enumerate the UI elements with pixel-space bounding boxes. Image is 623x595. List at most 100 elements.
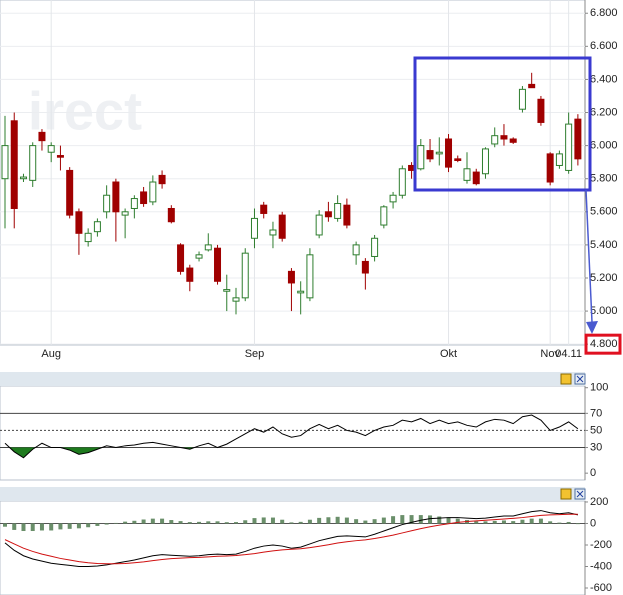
candle-body — [195, 254, 203, 259]
y-tick-label: -400 — [590, 560, 612, 572]
y-tick-label: 6.000 — [590, 140, 618, 152]
candle-body — [232, 297, 240, 302]
histogram-bar — [501, 520, 506, 524]
histogram-bar — [511, 521, 516, 524]
histogram-bar — [86, 523, 91, 528]
settings-icon[interactable] — [560, 488, 572, 500]
histogram-bar — [3, 523, 7, 527]
candle-body — [10, 120, 18, 209]
histogram-bar — [326, 517, 331, 524]
histogram-bar — [76, 523, 81, 529]
close-icon[interactable] — [574, 488, 586, 500]
histogram-bar — [289, 522, 294, 524]
candle-body — [93, 221, 101, 233]
histogram-bar — [123, 521, 128, 524]
candle-body — [186, 267, 194, 282]
candle-body — [518, 88, 526, 110]
histogram-bar — [575, 523, 580, 525]
watermark: irect — [28, 81, 142, 141]
histogram-bar — [354, 519, 359, 524]
y-tick-label: 100 — [590, 382, 608, 394]
histogram-bar — [187, 522, 192, 524]
histogram-bar — [178, 521, 183, 524]
candle-body — [140, 191, 148, 205]
histogram-bar — [67, 523, 72, 529]
candle-body — [287, 270, 295, 284]
x-tick-label: Nov — [540, 348, 560, 360]
y-tick-label: 50 — [590, 424, 602, 436]
x-tick-label: Sep — [245, 348, 265, 360]
candle-body — [149, 181, 157, 203]
histogram-bar — [49, 523, 54, 531]
candle-body — [435, 151, 443, 155]
histogram-bar — [437, 516, 442, 524]
candle-body — [19, 176, 27, 180]
histogram-bar — [30, 523, 35, 532]
x-tick-label: 04.11 — [555, 348, 582, 360]
candle-body — [84, 232, 92, 243]
y-tick-label: 5.800 — [590, 173, 618, 185]
histogram-bar — [206, 521, 211, 524]
y-tick-label: 70 — [590, 407, 602, 419]
x-tick-label: Okt — [440, 348, 457, 360]
histogram-bar — [381, 517, 386, 524]
y-tick-label: 4.800 — [590, 338, 618, 350]
histogram-bar — [58, 523, 63, 530]
histogram-bar — [529, 518, 534, 524]
candle-body — [371, 237, 379, 257]
histogram-bar — [215, 521, 220, 524]
candle-body — [491, 135, 499, 145]
y-tick-label: 0 — [590, 517, 596, 529]
highlight-label — [584, 333, 622, 355]
histogram-bar — [307, 519, 312, 524]
highlight-box — [413, 56, 592, 192]
y-tick-label: 6.600 — [590, 40, 618, 52]
candle-body — [565, 123, 573, 171]
candle-body — [352, 244, 360, 256]
candle-body — [445, 138, 453, 168]
histogram-bar — [344, 517, 349, 524]
y-tick-label: -200 — [590, 539, 612, 551]
candle-body — [426, 150, 434, 160]
candle-body — [214, 247, 222, 282]
arrow-head — [586, 321, 598, 334]
histogram-bar — [492, 520, 497, 524]
candle-body — [38, 131, 46, 142]
histogram-bar — [234, 522, 238, 524]
y-tick-label: 5.600 — [590, 206, 618, 218]
y-tick-label: 6.200 — [590, 106, 618, 118]
candle-body — [204, 244, 212, 251]
candle-body — [250, 217, 258, 239]
histogram-bar — [372, 519, 377, 524]
candle-body — [389, 194, 397, 203]
histogram-bar — [446, 517, 451, 524]
candle-body — [500, 135, 508, 140]
histogram-bar — [298, 521, 303, 524]
histogram-bar — [428, 515, 433, 524]
histogram-bar — [252, 518, 257, 524]
settings-icon[interactable] — [560, 373, 572, 385]
histogram-bar — [104, 523, 109, 525]
histogram-bar — [520, 519, 525, 524]
y-tick-label: 30 — [590, 441, 602, 453]
histogram-bar — [483, 521, 488, 524]
candle-body — [334, 203, 342, 219]
y-tick-label: 5.200 — [590, 272, 618, 284]
histogram-bar — [538, 518, 543, 524]
histogram-bar — [224, 522, 229, 524]
histogram-bar — [12, 523, 17, 530]
histogram-bar — [474, 521, 479, 524]
histogram-bar — [39, 523, 44, 531]
candle-body — [269, 229, 277, 236]
oversold-fill — [9, 447, 195, 458]
histogram-bar — [418, 515, 423, 524]
candle-body — [481, 148, 489, 175]
close-icon[interactable] — [574, 373, 586, 385]
macd-line — [4, 513, 578, 565]
arrow — [585, 189, 593, 323]
candle-body — [241, 252, 249, 299]
histogram-bar — [160, 518, 165, 524]
candle-body — [66, 169, 74, 216]
candle-body — [56, 155, 64, 158]
candle-body — [509, 138, 517, 143]
